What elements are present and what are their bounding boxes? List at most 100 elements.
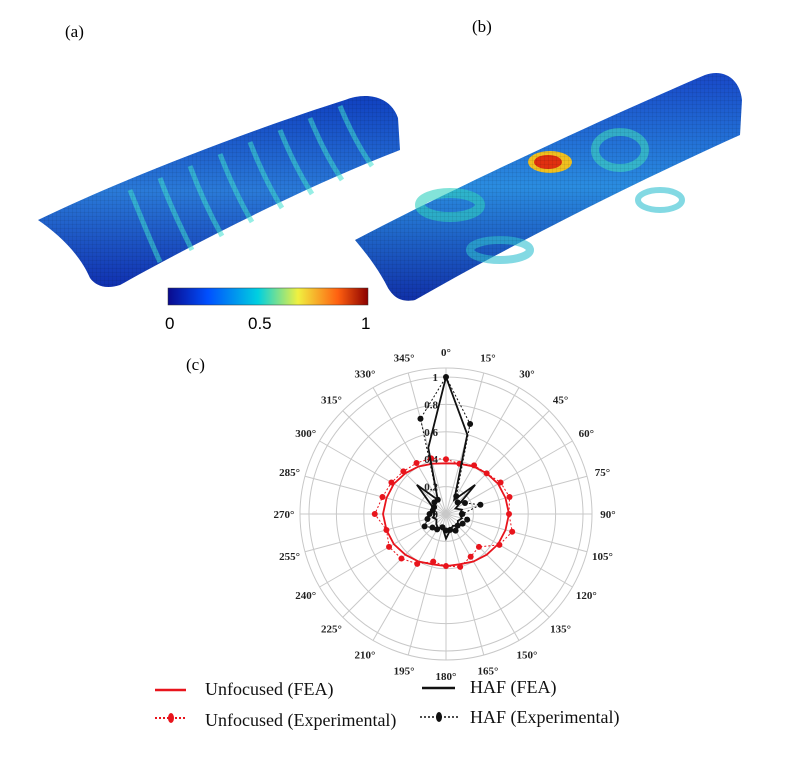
grid-spoke: [407, 513, 447, 656]
angle-tick-label: 300°: [295, 428, 316, 440]
surface-a: [38, 95, 400, 288]
data-point: [417, 415, 424, 422]
data-point: [453, 493, 460, 500]
angle-tick-label: 255°: [279, 551, 300, 563]
legend-label: HAF (FEA): [470, 677, 557, 697]
surface-b: [355, 72, 742, 301]
data-point: [379, 493, 386, 500]
panel-label-c: (c): [186, 355, 205, 374]
data-point: [434, 526, 441, 533]
data-point: [464, 516, 471, 523]
grid-spoke: [445, 410, 550, 515]
data-point: [497, 479, 504, 486]
data-point: [431, 504, 438, 511]
legend-swatch-unfocused-exp: [155, 713, 186, 723]
panel-label-b: (b): [472, 17, 492, 36]
data-point: [434, 496, 441, 503]
data-point: [467, 553, 474, 560]
angle-tick-label: 0°: [441, 347, 451, 359]
grid-spoke: [445, 475, 588, 515]
data-point: [509, 528, 516, 535]
grid-spoke: [445, 513, 485, 656]
legend-swatch-haf-exp: [420, 712, 458, 722]
data-point: [467, 421, 474, 428]
angle-tick-label: 45°: [553, 394, 568, 406]
data-point: [452, 527, 459, 534]
colorbar-tick: 0.5: [248, 314, 272, 333]
radial-tick-label: 1: [433, 372, 439, 384]
legend-label: HAF (Experimental): [470, 707, 620, 727]
data-point: [371, 511, 378, 517]
angle-tick-label: 165°: [477, 665, 498, 677]
angle-tick-label: 15°: [480, 353, 495, 365]
surface-plots: [38, 72, 742, 306]
data-point: [506, 511, 513, 517]
grid-spoke: [304, 513, 447, 553]
data-point: [443, 374, 449, 380]
data-point: [430, 558, 437, 565]
data-point: [429, 524, 436, 531]
angle-tick-label: 210°: [355, 649, 376, 661]
data-point: [496, 541, 503, 548]
colorbar-tick: 1: [361, 314, 371, 333]
data-point: [439, 524, 446, 531]
grid-spoke: [319, 440, 447, 515]
grid-spoke: [445, 513, 520, 641]
legend-label: Unfocused (Experimental): [205, 710, 397, 730]
angle-tick-label: 195°: [394, 665, 415, 677]
data-point: [475, 543, 482, 550]
angle-tick-label: 120°: [576, 590, 597, 602]
data-point: [400, 468, 407, 475]
data-point: [383, 526, 390, 533]
angle-tick-label: 240°: [295, 590, 316, 602]
angle-tick-label: 180°: [436, 671, 457, 683]
data-point: [454, 499, 461, 506]
legend-label: Unfocused (FEA): [205, 679, 334, 699]
grid-spoke: [304, 475, 447, 515]
grid-spoke: [407, 372, 447, 515]
angle-tick-label: 30°: [519, 369, 534, 381]
grid-spoke: [372, 513, 447, 641]
grid-spoke: [445, 513, 573, 588]
data-point: [459, 520, 466, 527]
colorbar-tick: 0: [165, 314, 175, 333]
angle-tick-label: 60°: [579, 428, 594, 440]
data-point: [443, 456, 449, 463]
data-point: [483, 470, 490, 477]
data-point: [413, 459, 420, 466]
data-point: [454, 522, 461, 529]
data-point: [506, 493, 513, 500]
grid-spoke: [372, 387, 447, 515]
data-point: [386, 543, 393, 550]
angle-tick-label: 150°: [517, 649, 538, 661]
angle-tick-label: 225°: [321, 624, 342, 636]
angle-tick-label: 330°: [355, 369, 376, 381]
grid-spoke: [342, 513, 447, 618]
data-point: [388, 479, 395, 486]
angle-tick-label: 270°: [274, 509, 295, 521]
angle-tick-label: 75°: [595, 467, 610, 479]
radial-tick-label: 0: [433, 509, 439, 521]
angle-tick-label: 105°: [592, 551, 613, 563]
grid-spoke: [445, 513, 550, 618]
data-point: [424, 515, 431, 522]
radial-tick-label: 0.8: [424, 399, 438, 411]
data-point: [461, 500, 468, 507]
data-point: [457, 563, 464, 570]
data-point: [421, 523, 428, 530]
data-point: [414, 560, 421, 567]
data-point: [443, 563, 449, 570]
angle-tick-label: 315°: [321, 394, 342, 406]
data-point: [459, 511, 466, 517]
angle-tick-label: 135°: [550, 624, 571, 636]
angle-tick-label: 285°: [279, 467, 300, 479]
colorbar: [167, 287, 369, 306]
data-point: [477, 501, 484, 508]
grid-spoke: [445, 387, 520, 515]
data-point: [398, 555, 405, 562]
angle-tick-label: 90°: [600, 509, 615, 521]
angle-tick-label: 345°: [394, 353, 415, 365]
